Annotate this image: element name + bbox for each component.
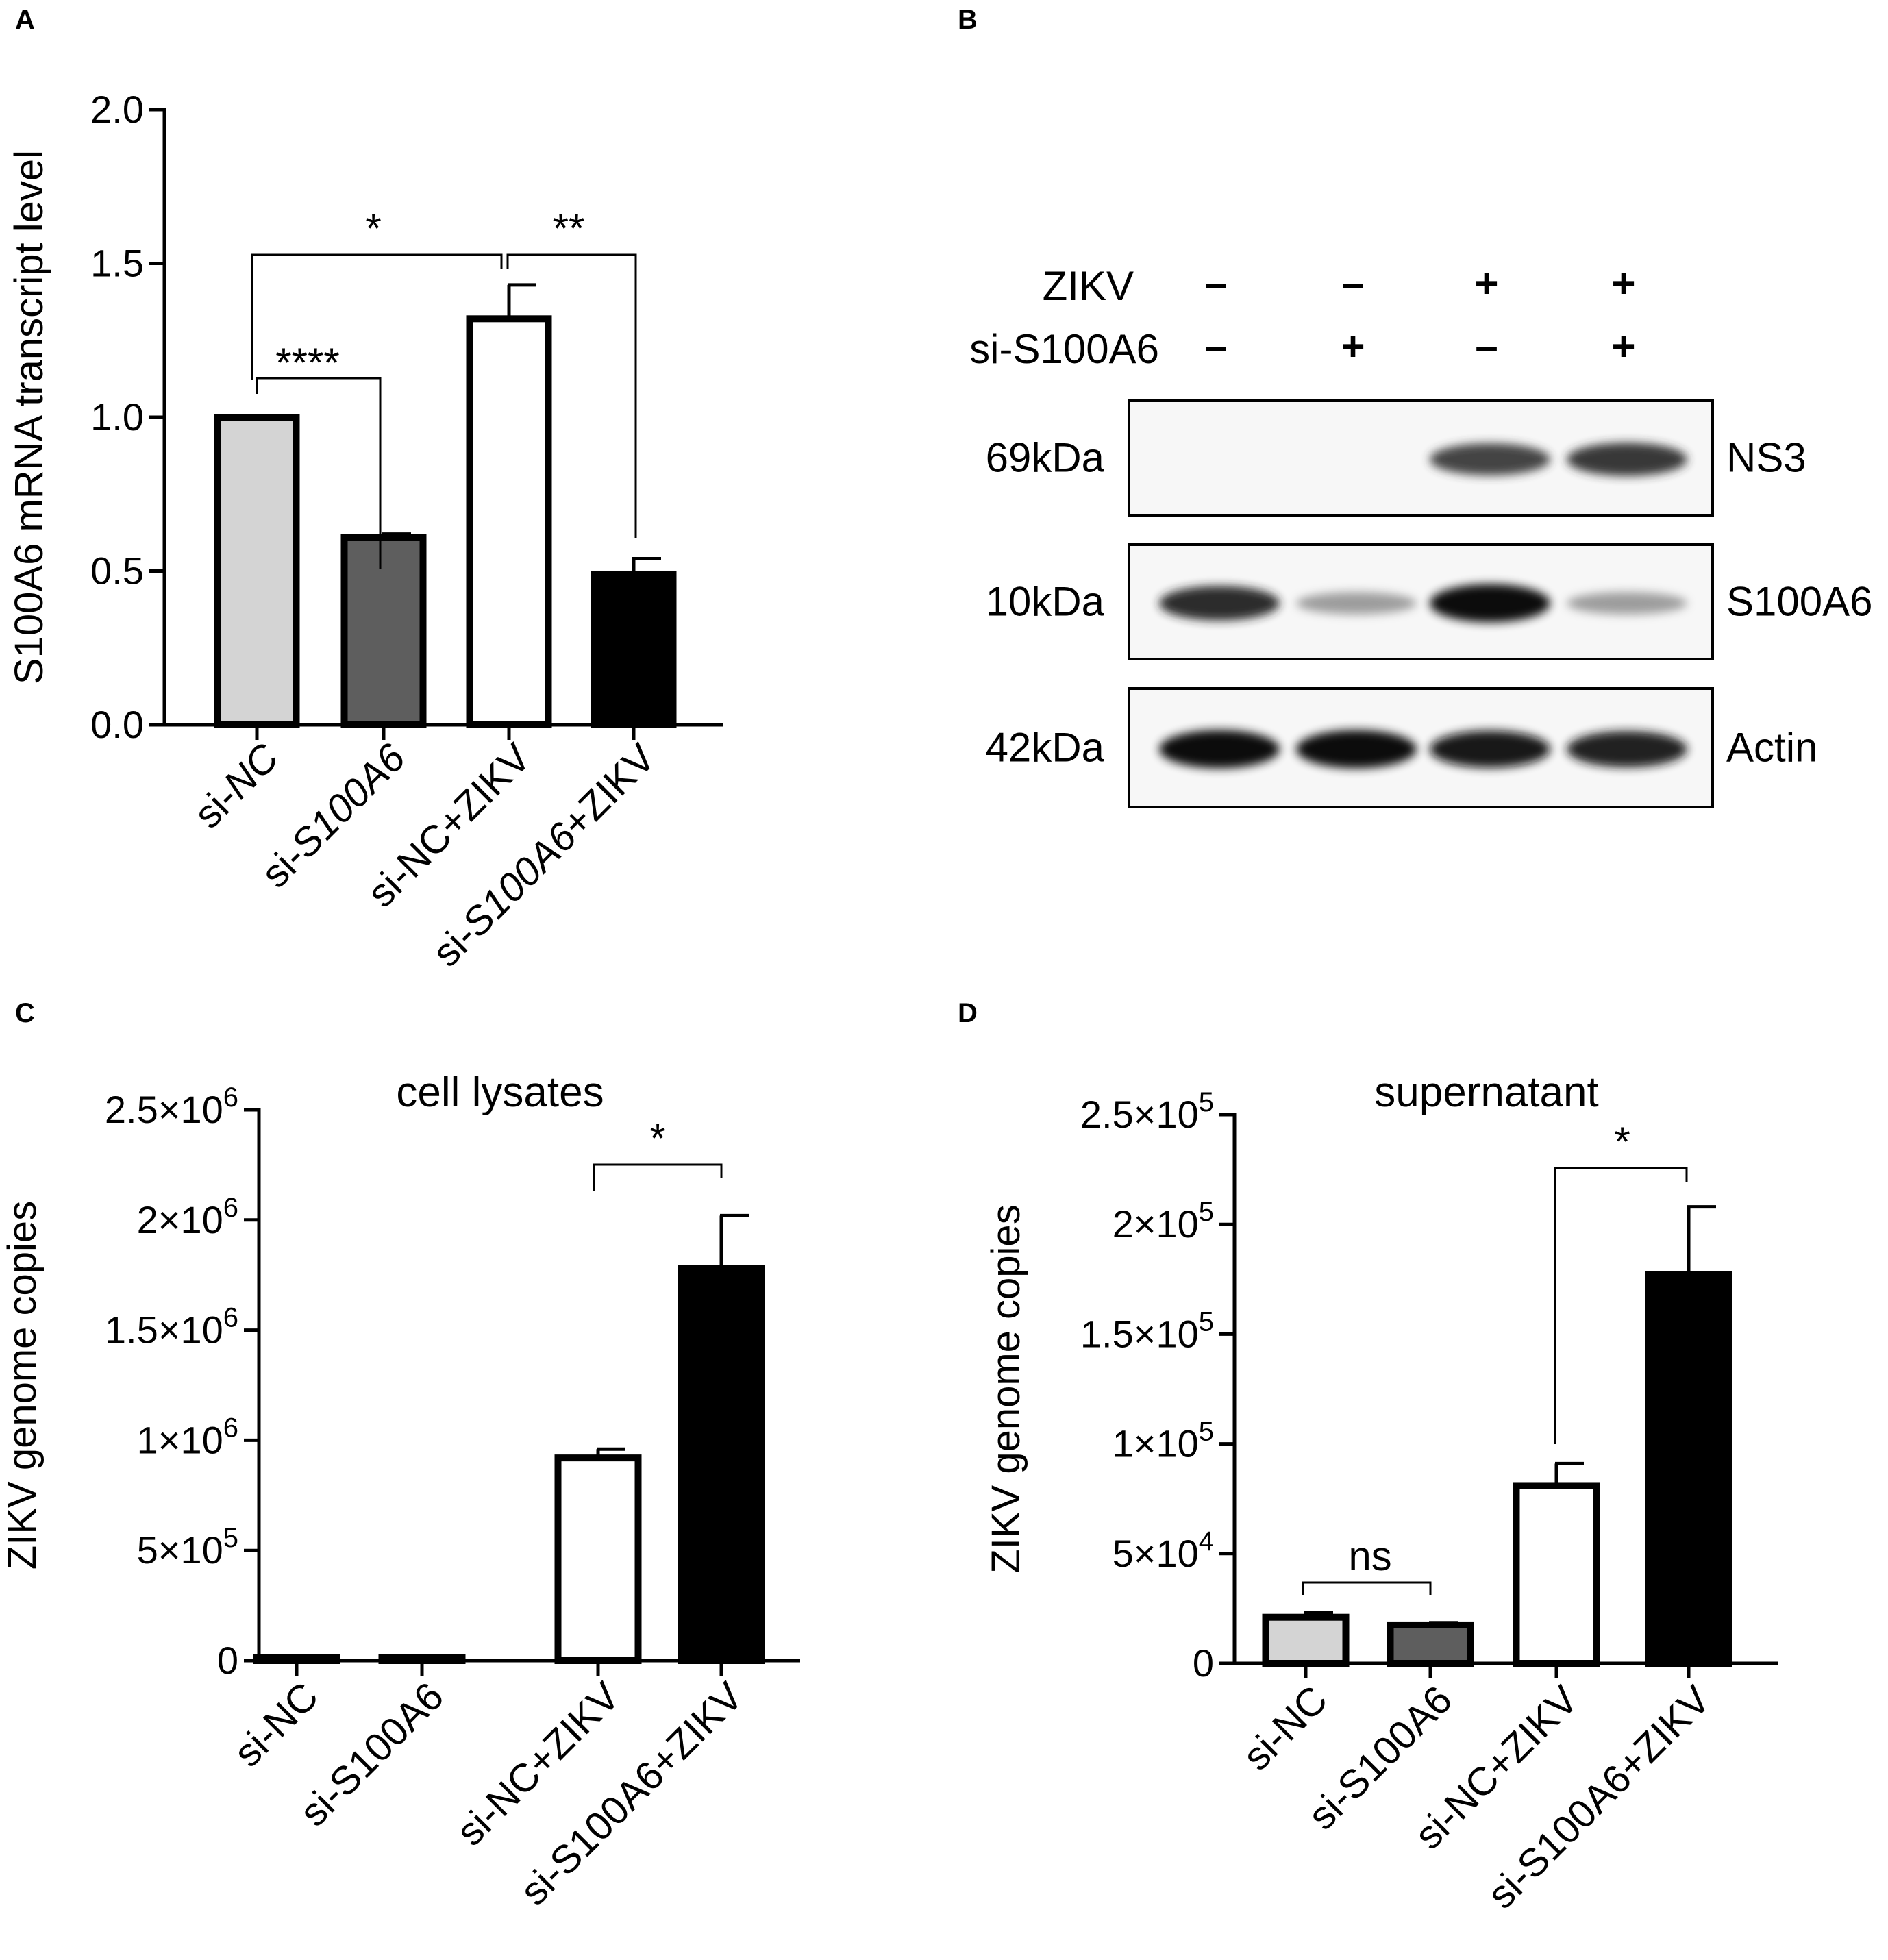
panel-letter-a: A <box>15 5 35 35</box>
category-label: si-NC <box>1234 1677 1336 1778</box>
bar-4 <box>678 1265 765 1664</box>
significance-label: **** <box>275 340 339 386</box>
lane-sign: – <box>1204 323 1227 369</box>
significance-bracket <box>593 1163 723 1191</box>
blot-band <box>1296 592 1417 615</box>
significance-label: * <box>649 1115 665 1161</box>
chart-panel-d: 0 5×104 1×105 1.5×105 2×105 2.5×105 ZIKV genom… <box>984 1069 1778 1918</box>
protein-label: Actin <box>1726 725 1817 771</box>
blot-band <box>1430 730 1550 768</box>
y-tick-label: 1.5×106 <box>105 1303 238 1352</box>
significance-bracket <box>1554 1167 1688 1444</box>
y-tick-label: 2.5×105 <box>1080 1087 1214 1136</box>
chart-panel-c: 0 5×105 1×106 1.5×106 2×106 2.5×106 ZIKV genom… <box>0 1069 800 1914</box>
panel-letter-d: D <box>958 998 978 1028</box>
blot-band <box>1430 584 1550 623</box>
bar-3 <box>554 1454 642 1664</box>
y-tick-label: 0.0 <box>90 703 144 746</box>
chart-title: supernatant <box>1374 1069 1598 1116</box>
y-tick-label: 5×105 <box>137 1523 238 1572</box>
blot-frame <box>1128 687 1714 808</box>
y-tick-label: 1×106 <box>137 1413 238 1461</box>
kda-label: 10kDa <box>986 579 1105 625</box>
bar-2 <box>340 534 427 728</box>
category-label: si-S100A6+ZIKV <box>1479 1677 1719 1918</box>
kda-label: 42kDa <box>986 725 1105 771</box>
lane-sign: + <box>1611 260 1635 306</box>
y-tick-label: 1.5×105 <box>1080 1306 1214 1355</box>
blot-band <box>1159 586 1280 621</box>
category-label: si-NC <box>186 734 288 836</box>
significance-label: ns <box>1348 1533 1391 1579</box>
lane-sign: – <box>1475 323 1498 369</box>
lane-sign: + <box>1611 323 1635 369</box>
y-axis-label: ZIKV genome copies <box>0 1201 45 1570</box>
significance-label: ** <box>553 206 585 251</box>
category-label: si-NC <box>225 1674 327 1775</box>
significance-bracket <box>251 253 503 380</box>
bar-4 <box>1645 1271 1732 1667</box>
blot-band <box>1567 443 1687 476</box>
significance-label: * <box>1614 1119 1630 1165</box>
lane-sign: + <box>1474 260 1498 306</box>
bar-1 <box>214 414 300 728</box>
protein-label: NS3 <box>1726 435 1806 481</box>
blot-frame <box>1128 543 1714 660</box>
blot-frame <box>1128 399 1714 517</box>
y-tick-label: 2×106 <box>137 1193 238 1241</box>
y-axis-label: S100A6 mRNA transcript level <box>7 150 51 684</box>
bar-2 <box>1387 1621 1474 1667</box>
bar-4 <box>591 570 677 728</box>
kda-label: 69kDa <box>986 435 1105 481</box>
bar-1 <box>1262 1613 1350 1667</box>
y-tick-label: 2.0 <box>90 88 144 131</box>
blot-band <box>1430 443 1550 475</box>
y-tick-label: 0 <box>1193 1641 1214 1685</box>
y-tick-label: 1.0 <box>90 395 144 438</box>
bar-3 <box>1513 1482 1600 1667</box>
lane-sign: – <box>1341 260 1364 306</box>
blot-band <box>1567 730 1687 768</box>
category-label: si-S100A6+ZIKV <box>512 1674 752 1914</box>
blot-band <box>1159 730 1280 769</box>
chart-panel-a: 0.0 0.5 1.0 1.5 2.0 S100A6 mRNA transcript le… <box>7 88 723 976</box>
bar-1 <box>253 1654 340 1665</box>
panel-letter-c: C <box>15 998 35 1028</box>
significance-bracket <box>256 377 382 569</box>
significance-bracket <box>506 253 637 538</box>
y-tick-label: 2×105 <box>1113 1197 1214 1245</box>
y-tick-label: 1×105 <box>1113 1417 1214 1465</box>
panel-letter-b: B <box>958 5 978 35</box>
y-tick-label: 2.5×106 <box>105 1082 238 1131</box>
condition-label-1: ZIKV <box>1043 263 1134 309</box>
chart-title: cell lysates <box>396 1069 604 1116</box>
y-tick-label: 0.5 <box>90 549 144 593</box>
significance-label: * <box>365 206 381 251</box>
blot-band <box>1296 730 1417 769</box>
y-tick-label: 5×104 <box>1113 1526 1214 1575</box>
y-tick-label: 1.5 <box>90 242 144 285</box>
significance-bracket <box>1302 1581 1432 1595</box>
bar-3 <box>466 315 552 728</box>
lane-sign: + <box>1341 323 1365 369</box>
y-tick-label: 0 <box>217 1639 238 1682</box>
y-axis-label: ZIKV genome copies <box>984 1204 1028 1573</box>
category-label: si-S100A6+ZIKV <box>424 735 664 976</box>
condition-label-2: si-S100A6 <box>969 326 1159 372</box>
protein-label: S100A6 <box>1726 579 1873 625</box>
blot-band <box>1567 592 1687 615</box>
lane-sign: – <box>1204 260 1227 306</box>
